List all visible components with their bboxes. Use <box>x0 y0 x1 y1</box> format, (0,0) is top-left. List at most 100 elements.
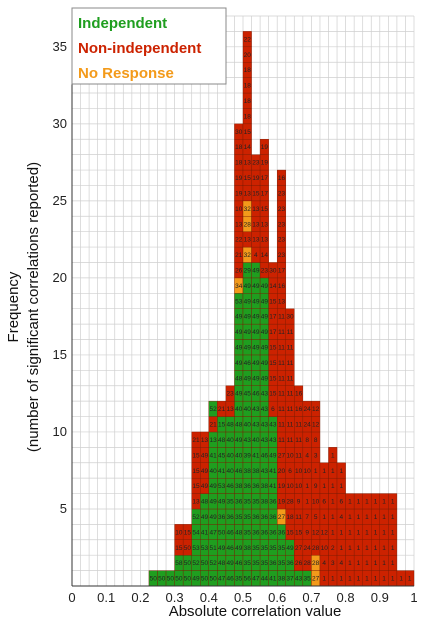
bar-cell-label: 27 <box>278 514 286 521</box>
bar-cell-independent: 49 <box>217 539 227 556</box>
bar-cell-label: 4 <box>340 514 344 521</box>
bar-cell-label: 50 <box>209 576 217 583</box>
bar-cell-non-independent: 19 <box>251 169 261 186</box>
bar-cell-non-independent: 1 <box>311 462 321 479</box>
bar-cell-label: 10 <box>286 452 294 459</box>
bar-cell-label: 17 <box>261 175 269 182</box>
bar-cell-non-independent: 1 <box>336 539 346 556</box>
bar-cell-rect <box>328 447 338 463</box>
bar-cell-label: 35 <box>244 499 252 506</box>
bar-cell-non-independent: 21 <box>234 246 244 263</box>
bar-cell-independent: 49 <box>251 262 261 279</box>
bar-cell-non-independent: 1 <box>388 554 398 571</box>
bar-cell-non-independent: 20 <box>242 46 252 63</box>
bar-cell-label: 11 <box>295 422 302 429</box>
bar-cell-independent: 35 <box>225 493 235 510</box>
bar-cell-label: 49 <box>235 391 243 398</box>
bar-cell-independent: 49 <box>259 339 269 356</box>
bar-cell-label: 49 <box>235 314 243 321</box>
x-tick-label: 0.1 <box>97 590 115 605</box>
x-tick-label: 0.6 <box>268 590 286 605</box>
bar-cell-label: 19 <box>252 175 260 182</box>
bar-cell-label: 1 <box>382 560 386 567</box>
bar-cell-label: 3 <box>314 452 318 459</box>
bar-cell-non-independent: 12 <box>311 400 321 417</box>
bar-cell-independent: 43 <box>251 400 261 417</box>
bar-cell-independent: 43 <box>259 385 269 402</box>
bar-cell-label: 14 <box>244 144 252 151</box>
bar-cell-label: 35 <box>252 499 260 506</box>
bar-cell-non-independent: 10 <box>319 539 329 556</box>
bar-cell-label: 6 <box>288 468 292 475</box>
bar-cell-independent: 38 <box>234 477 244 494</box>
bar-cell-non-independent: 11 <box>285 339 295 356</box>
bar-cell-non-independent: 11 <box>285 354 295 371</box>
bar-cell-independent: 49 <box>200 508 210 525</box>
bar-cell-non-independent: 15 <box>294 524 304 540</box>
bar-cell-independent: 49 <box>242 308 252 325</box>
bar-cell-label: 15 <box>269 391 277 398</box>
bar-cell-non-independent: 13 <box>251 216 261 232</box>
bar-cell-label: 50 <box>150 576 158 583</box>
bar-cell-label: 11 <box>278 375 285 382</box>
bar-cell-non-independent: 13 <box>259 231 269 248</box>
x-axis-title: Absolute correlation value <box>169 603 342 620</box>
bar-cell-non-independent: 1 <box>379 524 389 540</box>
y-tick-label: 20 <box>53 270 67 285</box>
bar-cell-independent: 41 <box>268 570 278 587</box>
bar-cell-non-independent: 4 <box>336 554 346 571</box>
bar-cell-label: 38 <box>278 576 286 583</box>
bar-cell-non-independent: 1 <box>302 477 312 494</box>
bar-cell-label: 50 <box>184 560 192 567</box>
bar-cell-label: 49 <box>252 360 260 367</box>
bar-cell-independent: 43 <box>259 400 269 417</box>
bar-cell-non-independent: 1 <box>345 524 355 540</box>
bar-cell-label: 49 <box>252 298 260 305</box>
bar-cell-label: 23 <box>278 221 286 228</box>
bar-cell-non-independent: 1 <box>371 539 381 556</box>
bar-cell-independent: 53 <box>191 539 201 556</box>
bar-cell-label: 11 <box>278 406 285 413</box>
bar-cell-non-independent: 9 <box>311 477 321 494</box>
bar-cell-label: 15 <box>244 129 252 136</box>
bar-cell-label: 53 <box>201 545 209 552</box>
bar-cell-label: 1 <box>374 576 378 583</box>
bar-cell-rect <box>388 493 398 510</box>
bar-cell-label: 41 <box>209 452 217 459</box>
bar-cell-label: 49 <box>218 545 226 552</box>
bar-cell-label: 49 <box>209 483 217 490</box>
bar-cell-non-independent: 1 <box>362 570 372 587</box>
legend-box <box>71 7 227 85</box>
bar-cell-label: 48 <box>235 422 243 429</box>
bar-cell-non-independent: 17 <box>268 323 278 340</box>
y-tick-label: 5 <box>60 501 67 516</box>
bar-cell-independent: 36 <box>259 524 269 540</box>
bar-cell-label: 49 <box>235 545 243 552</box>
bar-cell-label: 10 <box>295 468 303 475</box>
bar-cell-label: 6 <box>271 406 275 413</box>
bar-cell-non-independent: 1 <box>336 477 346 494</box>
bar-cell-label: 16 <box>295 391 303 398</box>
bar-cell-rect <box>336 462 346 479</box>
bar-cell-label: 18 <box>235 160 243 167</box>
bar-cell-non-independent: 26 <box>294 554 304 571</box>
bar-cell-non-independent: 13 <box>242 154 252 171</box>
bar-cell-non-independent: 15 <box>268 370 278 386</box>
bar-cell-non-independent: 1 <box>345 554 355 571</box>
bar-cell-label: 6 <box>322 499 326 506</box>
bar-cell-non-independent: 15 <box>191 462 201 479</box>
bar-cell-non-independent: 1 <box>371 570 381 587</box>
bar-cell-independent: 49 <box>234 339 244 356</box>
bar-cell-independent: 35 <box>234 570 244 587</box>
bar-cell-label: 49 <box>235 360 243 367</box>
bar-cell-non-independent: 11 <box>285 416 295 433</box>
bar-cell-label: 58 <box>175 560 183 567</box>
bar-cell-non-independent: 23 <box>277 200 286 217</box>
bar-cell-independent: 36 <box>268 493 278 510</box>
bar-cell-independent: 46 <box>251 385 261 402</box>
bar-cell-label: 1 <box>340 576 344 583</box>
bar-cell-label: 36 <box>252 529 260 536</box>
bar-cell-non-independent: 14 <box>268 277 278 294</box>
bar-cell-non-independent: 1 <box>319 508 329 525</box>
bar-cell-label: 46 <box>235 468 243 475</box>
